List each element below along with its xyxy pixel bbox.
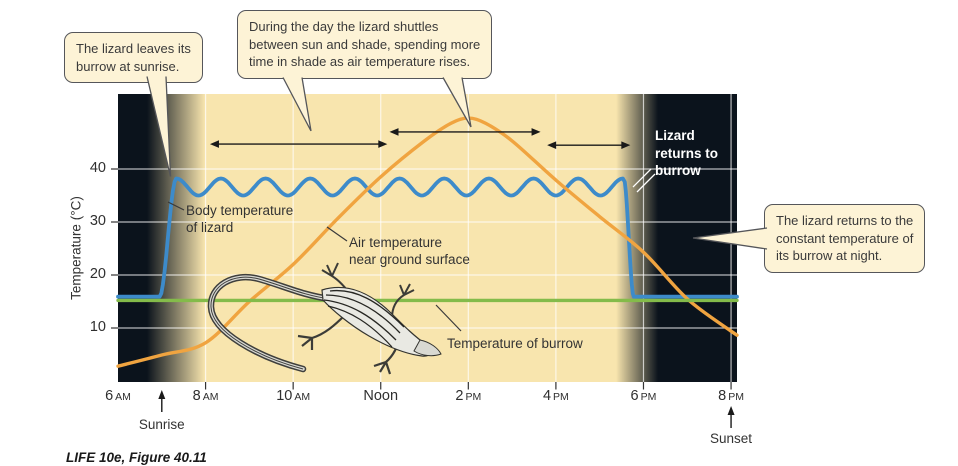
sunrise-label: Sunrise bbox=[138, 417, 185, 432]
sunset-arrow-head bbox=[727, 406, 735, 415]
callout-lizard-leaves-burrow: The lizard leaves its burrow at sunrise. bbox=[64, 32, 203, 83]
body-temperature-label: Body temperature of lizard bbox=[186, 203, 294, 235]
x-tick-label: 8 AM bbox=[192, 388, 219, 404]
burrow-temperature-label: Temperature of burrow bbox=[447, 336, 583, 351]
sunrise-arrow-head bbox=[158, 390, 166, 399]
x-tick-label: Noon bbox=[363, 388, 399, 404]
y-tick-label: 40 bbox=[89, 160, 106, 176]
y-tick-label: 30 bbox=[89, 213, 106, 229]
callout-lizard-returns-night: The lizard returns to the constant tempe… bbox=[764, 204, 926, 273]
y-tick-label: 20 bbox=[89, 266, 106, 282]
x-tick-label: 4 PM bbox=[542, 388, 569, 404]
lizard-returns-label: Lizard returns to burrow bbox=[655, 128, 719, 178]
air-temperature-label: Air temperature near ground surface bbox=[349, 235, 470, 267]
figure-caption: LIFE 10e, Figure 40.11 bbox=[66, 450, 207, 465]
x-tick-label: 2 PM bbox=[455, 388, 482, 404]
y-axis-title: Temperature (°C) bbox=[68, 196, 84, 300]
y-tick-label: 10 bbox=[89, 319, 106, 335]
x-tick-label: 8 PM bbox=[718, 388, 744, 404]
x-tick-label: 6 PM bbox=[630, 388, 657, 404]
sunset-label: Sunset bbox=[710, 431, 753, 446]
callout-lizard-shuttles: During the day the lizard shuttles betwe… bbox=[237, 10, 493, 79]
x-tick-label: 10 AM bbox=[276, 388, 311, 404]
x-tick-label: 6 AM bbox=[105, 388, 131, 404]
